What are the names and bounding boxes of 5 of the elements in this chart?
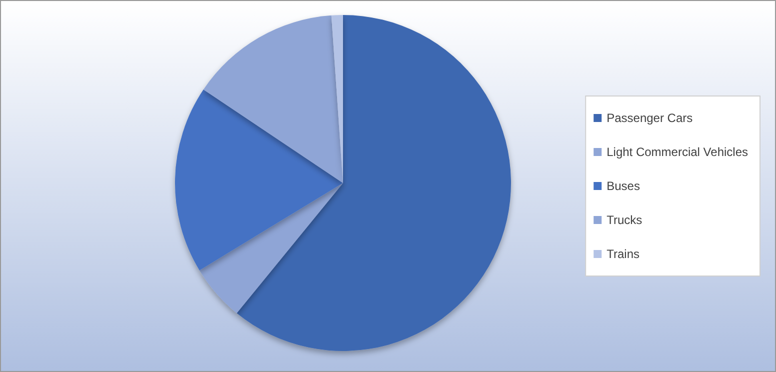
legend-label: Trucks (606, 213, 642, 227)
legend-label: Trains (606, 247, 640, 261)
legend-label: Passenger Cars (606, 111, 693, 125)
legend-label: Light Commercial Vehicles (606, 145, 748, 159)
legend-label: Buses (606, 179, 640, 193)
